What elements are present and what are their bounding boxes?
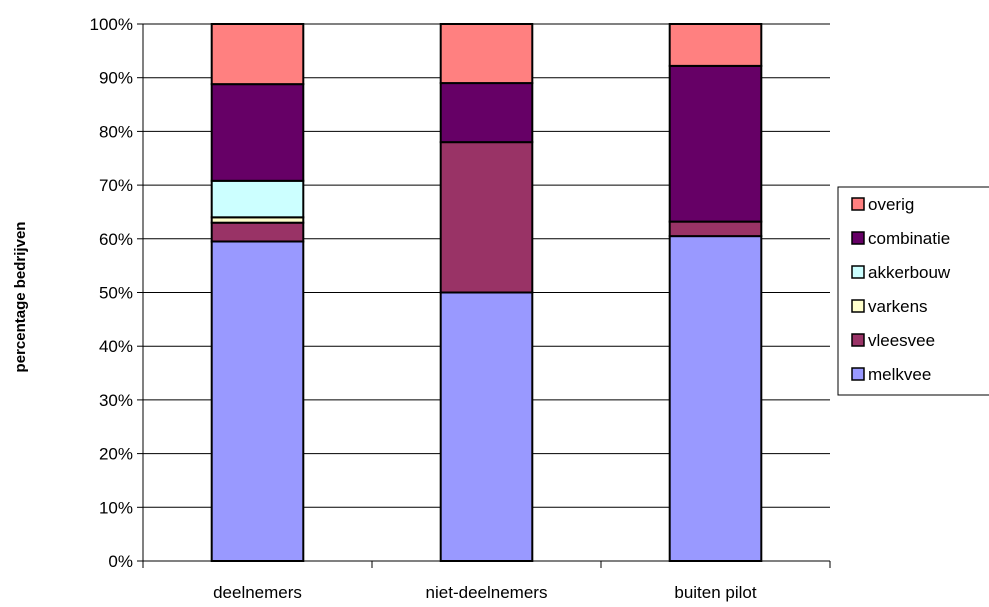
y-tick-label: 50%	[99, 284, 133, 303]
bars	[210, 23, 763, 563]
x-tick-label: niet-deelnemers	[426, 583, 548, 602]
bar-segment-melkvee	[668, 235, 763, 563]
bar-segment-vleesvee	[668, 220, 763, 238]
legend-swatch-vleesvee	[851, 333, 865, 347]
legend-box	[837, 186, 989, 396]
bar-segment-overig	[210, 23, 305, 86]
legend-label-vleesvee: vleesvee	[868, 331, 935, 350]
legend-swatch-overig	[851, 197, 865, 211]
y-tick-label: 40%	[99, 337, 133, 356]
y-tick-label: 20%	[99, 445, 133, 464]
legend-label-melkvee: melkvee	[868, 365, 931, 384]
y-tick-label: 80%	[99, 122, 133, 141]
legend-label-overig: overig	[868, 195, 914, 214]
y-tick-label: 0%	[108, 552, 133, 571]
y-tick-label: 60%	[99, 230, 133, 249]
y-tick-label: 70%	[99, 176, 133, 195]
y-tick-label: 30%	[99, 391, 133, 410]
bar-segment-combinatie	[210, 83, 305, 182]
y-tick-label: 90%	[99, 69, 133, 88]
bar-segment-overig	[439, 23, 534, 85]
bar-segment-combinatie	[439, 82, 534, 144]
y-tick-label: 100%	[90, 15, 133, 34]
bar-segment-melkvee	[210, 240, 305, 563]
bar-segment-melkvee	[439, 291, 534, 562]
legend-label-akkerbouw: akkerbouw	[868, 263, 951, 282]
legend-label-combinatie: combinatie	[868, 229, 950, 248]
bar-segment-overig	[668, 23, 763, 67]
bar-segment-combinatie	[668, 64, 763, 223]
axis-labels: 0% 10% 20% 30% 40% 50% 60% 70% 80% 90% 100% deelnem…	[90, 15, 757, 602]
legend-label-varkens: varkens	[868, 297, 928, 316]
legend-swatch-combinatie	[851, 231, 865, 245]
bar-segment-vleesvee	[439, 141, 534, 294]
x-tick-label: deelnemers	[213, 583, 302, 602]
axes	[137, 23, 831, 568]
bar-segment-akkerbouw	[210, 179, 305, 219]
x-tick-label: buiten pilot	[674, 583, 757, 602]
y-tick-label: 10%	[99, 498, 133, 517]
y-axis-title: percentage bedrijven	[12, 222, 29, 373]
legend: overig combinatie akkerbouw varkens vleesvee…	[837, 186, 989, 396]
legend-swatch-varkens	[851, 299, 865, 313]
legend-swatch-akkerbouw	[851, 265, 865, 279]
bar-segment-vleesvee	[210, 221, 305, 243]
legend-swatch-melkvee	[851, 367, 865, 381]
